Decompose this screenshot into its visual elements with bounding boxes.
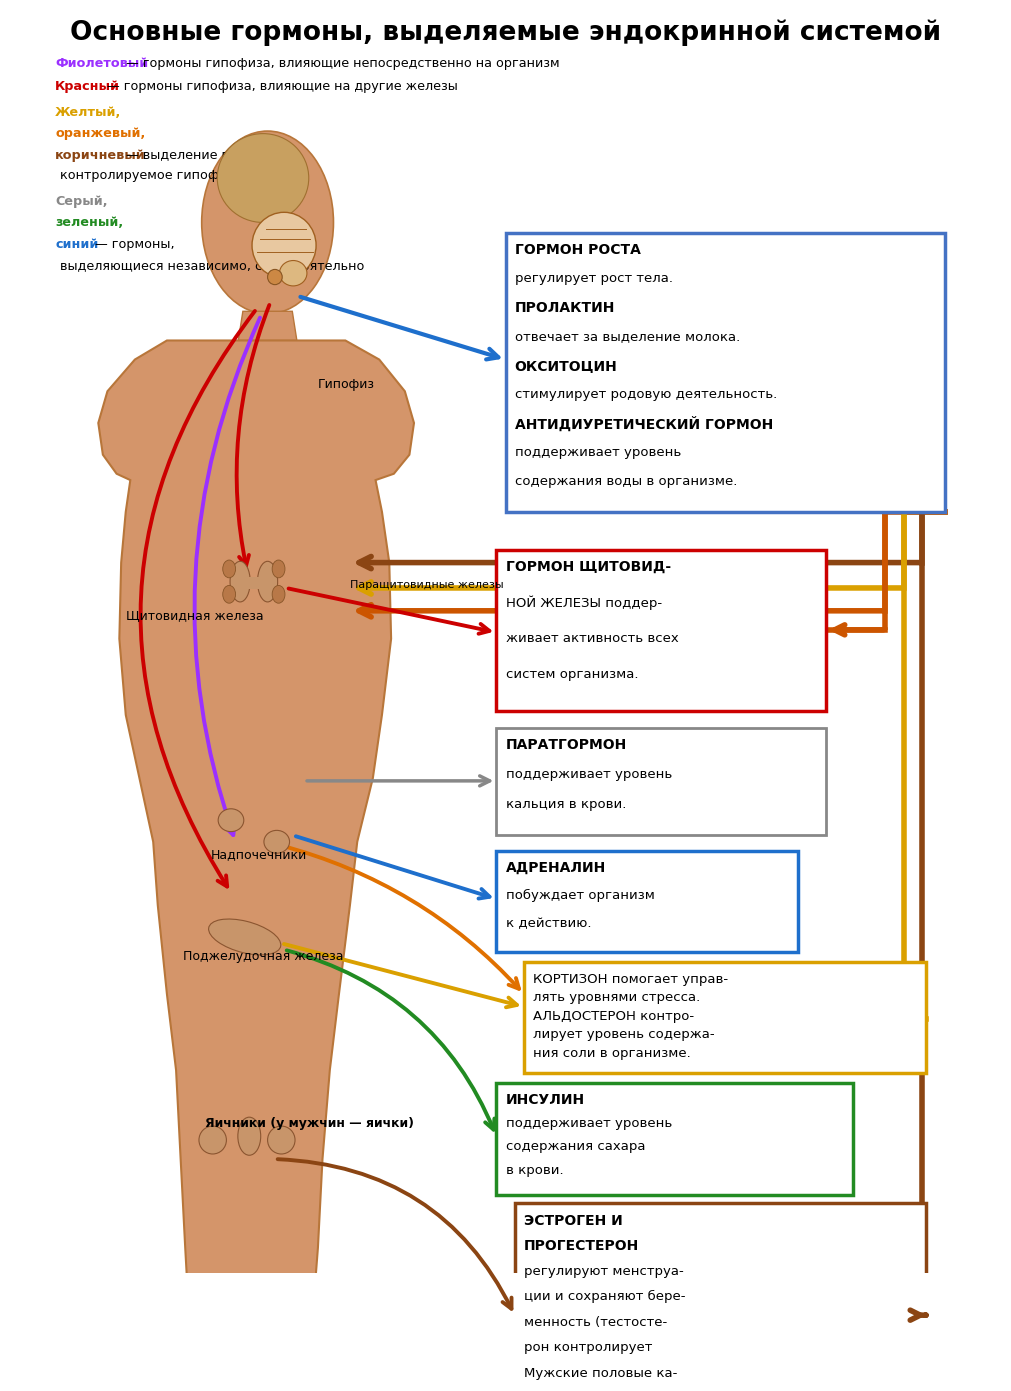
Text: — гормоны гипофиза, влияющие на другие железы: — гормоны гипофиза, влияющие на другие ж… [103, 81, 458, 93]
Text: Яичники (у мужчин — яички): Яичники (у мужчин — яички) [205, 1117, 415, 1129]
FancyBboxPatch shape [515, 1203, 926, 1391]
FancyBboxPatch shape [496, 549, 826, 711]
Polygon shape [239, 312, 297, 341]
Ellipse shape [268, 1127, 295, 1155]
Text: содержания воды в организме.: содержания воды в организме. [515, 476, 737, 488]
Text: поддерживает уровень: поддерживает уровень [506, 1117, 671, 1129]
Ellipse shape [218, 808, 244, 832]
Text: Гипофиз: Гипофиз [317, 378, 375, 391]
Text: содержания сахара: содержания сахара [506, 1141, 645, 1153]
Text: поддерживает уровень: поддерживает уровень [506, 768, 671, 780]
Text: кальция в крови.: кальция в крови. [506, 798, 626, 811]
Ellipse shape [202, 131, 334, 314]
Text: ПРОЛАКТИН: ПРОЛАКТИН [515, 300, 615, 314]
Text: Фиолетовый: Фиолетовый [56, 57, 149, 71]
Text: ции и сохраняют бере-: ции и сохраняют бере- [524, 1291, 685, 1303]
Text: Серый,: Серый, [56, 195, 108, 207]
Text: поддерживает уровень: поддерживает уровень [515, 447, 680, 459]
Ellipse shape [199, 1127, 226, 1155]
Circle shape [222, 586, 236, 604]
Text: АЛЬДОСТЕРОН контро-: АЛЬДОСТЕРОН контро- [533, 1010, 695, 1022]
Text: регулируют менструа-: регулируют менструа- [524, 1264, 683, 1278]
Ellipse shape [208, 919, 281, 954]
FancyBboxPatch shape [506, 232, 944, 512]
Ellipse shape [252, 213, 316, 278]
Text: АДРЕНАЛИН: АДРЕНАЛИН [506, 861, 606, 875]
Text: синий: синий [56, 238, 99, 250]
Text: ПРОГЕСТЕРОН: ПРОГЕСТЕРОН [524, 1239, 639, 1253]
Text: систем организма.: систем организма. [506, 668, 638, 680]
Text: лять уровнями стресса.: лять уровнями стресса. [533, 990, 701, 1004]
Text: выделяющиеся независимо, самостоятельно: выделяющиеся независимо, самостоятельно [60, 259, 364, 273]
Text: Поджелудочная железа: Поджелудочная железа [183, 950, 344, 963]
Text: стимулирует родовую деятельность.: стимулирует родовую деятельность. [515, 388, 776, 401]
Text: КОРТИЗОН помогает управ-: КОРТИЗОН помогает управ- [533, 972, 728, 985]
Text: контролируемое гипофизом: контролируемое гипофизом [60, 170, 252, 182]
Text: Желтый,: Желтый, [56, 106, 121, 118]
Text: — гормоны гипофиза, влияющие непосредственно на организм: — гормоны гипофиза, влияющие непосредств… [122, 57, 560, 71]
Circle shape [272, 586, 285, 604]
Text: в крови.: в крови. [506, 1163, 563, 1177]
Bar [245, 576, 263, 590]
Text: ПАРАТГОРМОН: ПАРАТГОРМОН [506, 737, 627, 751]
Ellipse shape [258, 562, 278, 602]
Circle shape [222, 561, 236, 577]
Text: коричневый: коричневый [56, 149, 146, 161]
Text: оранжевый,: оранжевый, [56, 127, 146, 140]
FancyBboxPatch shape [496, 851, 799, 953]
Ellipse shape [231, 562, 250, 602]
Text: ГОРМОН РОСТА: ГОРМОН РОСТА [515, 243, 641, 257]
Text: Паращитовидные железы: Паращитовидные железы [350, 580, 503, 590]
Ellipse shape [279, 260, 307, 287]
Text: ГОРМОН ЩИТОВИД-: ГОРМОН ЩИТОВИД- [506, 561, 670, 574]
Text: НОЙ ЖЕЛЕЗЫ поддер-: НОЙ ЖЕЛЕЗЫ поддер- [506, 595, 661, 611]
Text: ИНСУЛИН: ИНСУЛИН [506, 1093, 584, 1107]
Text: — выделение гормонов,: — выделение гормонов, [122, 149, 290, 161]
Text: рон контролирует: рон контролирует [524, 1341, 652, 1355]
FancyBboxPatch shape [496, 1084, 853, 1195]
Text: ЭСТРОГЕН И: ЭСТРОГЕН И [524, 1213, 623, 1228]
Ellipse shape [268, 270, 282, 285]
Text: побуждает организм: побуждает организм [506, 889, 654, 901]
Text: Мужские половые ка-: Мужские половые ка- [524, 1367, 677, 1380]
Text: АНТИДИУРЕТИЧЕСКИЙ ГОРМОН: АНТИДИУРЕТИЧЕСКИЙ ГОРМОН [515, 417, 772, 433]
Text: — гормоны,: — гормоны, [91, 238, 175, 250]
Text: лирует уровень содержа-: лирует уровень содержа- [533, 1028, 715, 1040]
Text: ОКСИТОЦИН: ОКСИТОЦИН [515, 359, 618, 373]
Text: регулирует рост тела.: регулирует рост тела. [515, 271, 672, 285]
Text: Щитовидная железа: Щитовидная железа [125, 609, 264, 622]
Ellipse shape [217, 134, 308, 223]
Text: Надпочечники: Надпочечники [211, 849, 307, 861]
FancyBboxPatch shape [496, 727, 826, 836]
FancyBboxPatch shape [524, 963, 926, 1072]
Text: зеленый,: зеленый, [56, 216, 123, 230]
Text: Красный: Красный [56, 81, 120, 93]
Text: ния соли в организме.: ния соли в организме. [533, 1046, 691, 1060]
Circle shape [272, 561, 285, 577]
Text: Основные гормоны, выделяемые эндокринной системой: Основные гормоны, выделяемые эндокринной… [70, 19, 941, 46]
Text: к действию.: к действию. [506, 917, 591, 929]
Text: менность (тестосте-: менность (тестосте- [524, 1316, 667, 1328]
Ellipse shape [238, 1117, 261, 1156]
Text: отвечает за выделение молока.: отвечает за выделение молока. [515, 330, 740, 344]
Polygon shape [98, 341, 413, 1391]
Ellipse shape [264, 830, 289, 853]
Text: живает активность всех: живает активность всех [506, 632, 678, 645]
